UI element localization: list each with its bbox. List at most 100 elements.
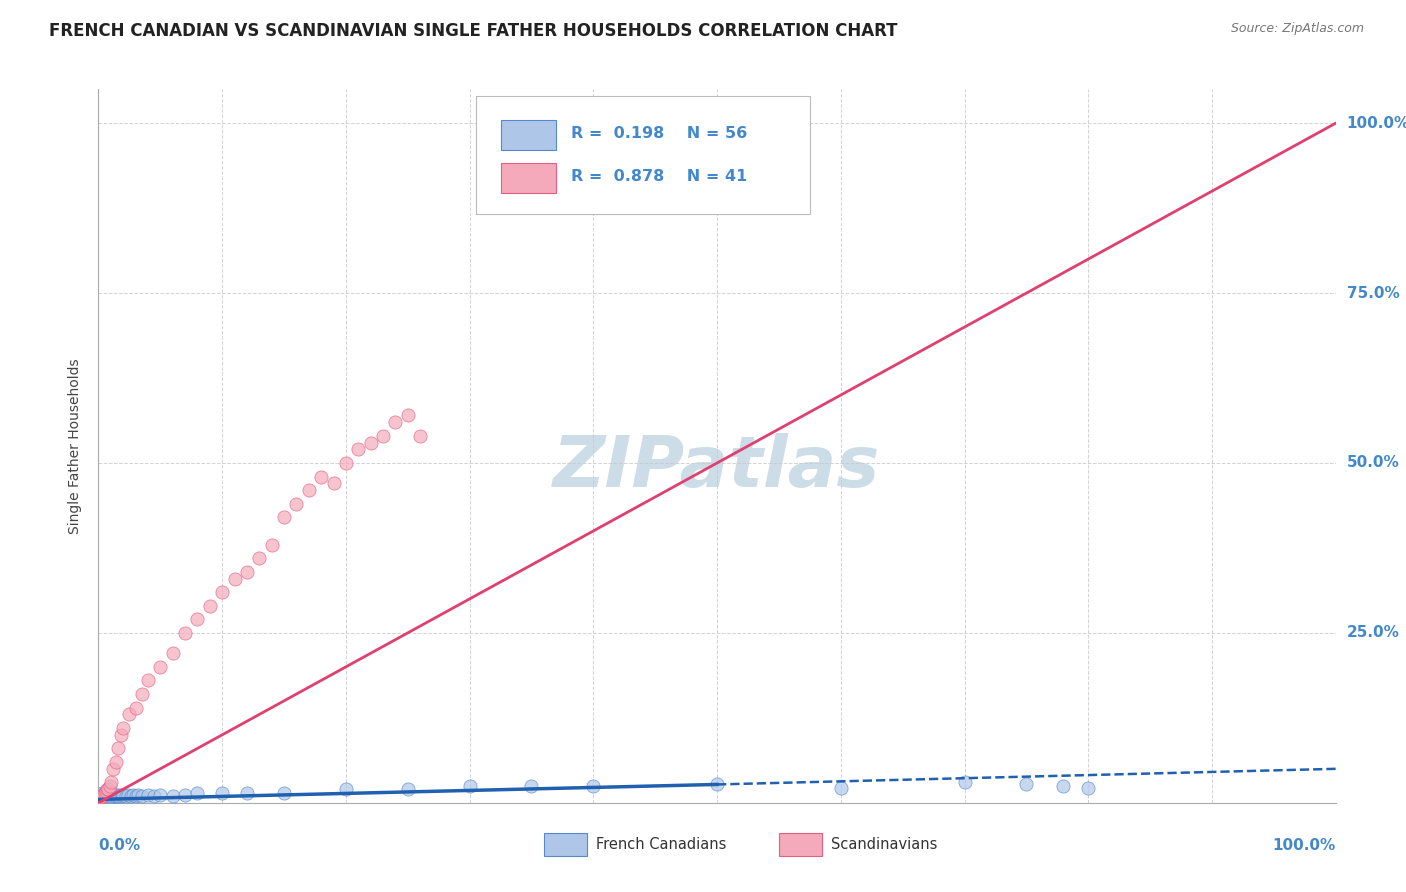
Point (136, 673, 159, 688)
Point (384, 415, 406, 429)
Point (211, 786, 233, 800)
Text: French Canadians: French Canadians (596, 838, 725, 853)
Point (396, 409, 419, 423)
Text: Scandinavians: Scandinavians (831, 838, 938, 853)
Point (91, 789, 114, 803)
Point (409, 429, 432, 443)
Point (131, 789, 153, 803)
Point (322, 476, 344, 491)
Point (90, 790, 112, 805)
Point (162, 646, 184, 660)
Point (309, 469, 332, 483)
Point (162, 789, 184, 803)
Point (117, 788, 139, 802)
Point (107, 741, 129, 756)
Point (90, 790, 112, 805)
Point (124, 700, 146, 714)
Point (111, 789, 134, 803)
Point (103, 762, 125, 776)
Point (247, 551, 270, 566)
Point (93, 790, 115, 805)
Text: 100.0%: 100.0% (1347, 116, 1406, 131)
Point (582, 779, 605, 793)
Point (273, 510, 295, 524)
Point (89, 792, 111, 806)
Point (298, 483, 321, 498)
Point (273, 786, 295, 800)
Point (186, 612, 208, 626)
Point (1052, 779, 1074, 793)
Point (112, 788, 135, 802)
Point (174, 788, 197, 802)
Point (174, 626, 197, 640)
Point (347, 442, 370, 457)
Point (285, 497, 308, 511)
FancyBboxPatch shape (475, 96, 810, 214)
Text: FRENCH CANADIAN VS SCANDINAVIAN SINGLE FATHER HOUSEHOLDS CORRELATION CHART: FRENCH CANADIAN VS SCANDINAVIAN SINGLE F… (49, 22, 897, 40)
Point (96, 786, 118, 800)
Point (114, 789, 136, 803)
Point (98, 779, 121, 793)
Bar (779, 833, 823, 856)
Point (103, 788, 125, 802)
Point (93, 786, 115, 800)
Point (236, 565, 259, 579)
Point (104, 755, 127, 769)
Text: 100.0%: 100.0% (1272, 838, 1336, 853)
Point (91, 786, 114, 800)
Point (91, 789, 114, 803)
Text: 50.0%: 50.0% (1347, 456, 1399, 470)
Point (458, 779, 481, 793)
Point (953, 775, 976, 789)
Point (96, 789, 118, 803)
Point (118, 707, 141, 722)
Point (103, 789, 125, 803)
Point (124, 789, 146, 803)
Point (110, 788, 132, 802)
Point (211, 585, 233, 599)
Y-axis label: Single Father Households: Single Father Households (69, 359, 83, 533)
Bar (544, 833, 588, 856)
Text: 25.0%: 25.0% (1347, 625, 1400, 640)
Point (100, 775, 122, 789)
Point (830, 780, 852, 795)
Point (335, 782, 357, 797)
Point (94, 783, 117, 797)
Point (93, 789, 115, 803)
Point (89, 792, 111, 806)
Point (149, 660, 172, 674)
Point (396, 782, 419, 797)
Point (371, 429, 394, 443)
Text: 75.0%: 75.0% (1347, 285, 1399, 301)
Point (520, 779, 543, 793)
Point (143, 789, 166, 803)
Point (122, 788, 145, 802)
Bar (501, 120, 557, 150)
Point (110, 728, 132, 742)
Text: ZIPatlas: ZIPatlas (554, 433, 880, 502)
Point (94, 788, 117, 802)
Point (112, 721, 135, 735)
Point (131, 687, 153, 701)
Point (149, 788, 172, 802)
Point (96, 782, 118, 797)
Point (97, 787, 120, 801)
Point (97, 789, 120, 804)
Point (335, 456, 357, 470)
Point (136, 788, 159, 802)
Point (98, 789, 121, 803)
Point (94, 790, 117, 805)
Point (101, 789, 124, 803)
Bar (501, 162, 557, 193)
Point (706, 777, 728, 791)
Point (100, 786, 122, 800)
Point (360, 435, 382, 450)
Point (105, 789, 128, 803)
Text: Source: ZipAtlas.com: Source: ZipAtlas.com (1230, 22, 1364, 36)
Point (224, 572, 246, 586)
Point (108, 789, 131, 803)
Text: 0.0%: 0.0% (98, 838, 141, 853)
Text: R =  0.198    N = 56: R = 0.198 N = 56 (571, 126, 748, 141)
Point (104, 788, 127, 802)
Point (120, 789, 142, 803)
